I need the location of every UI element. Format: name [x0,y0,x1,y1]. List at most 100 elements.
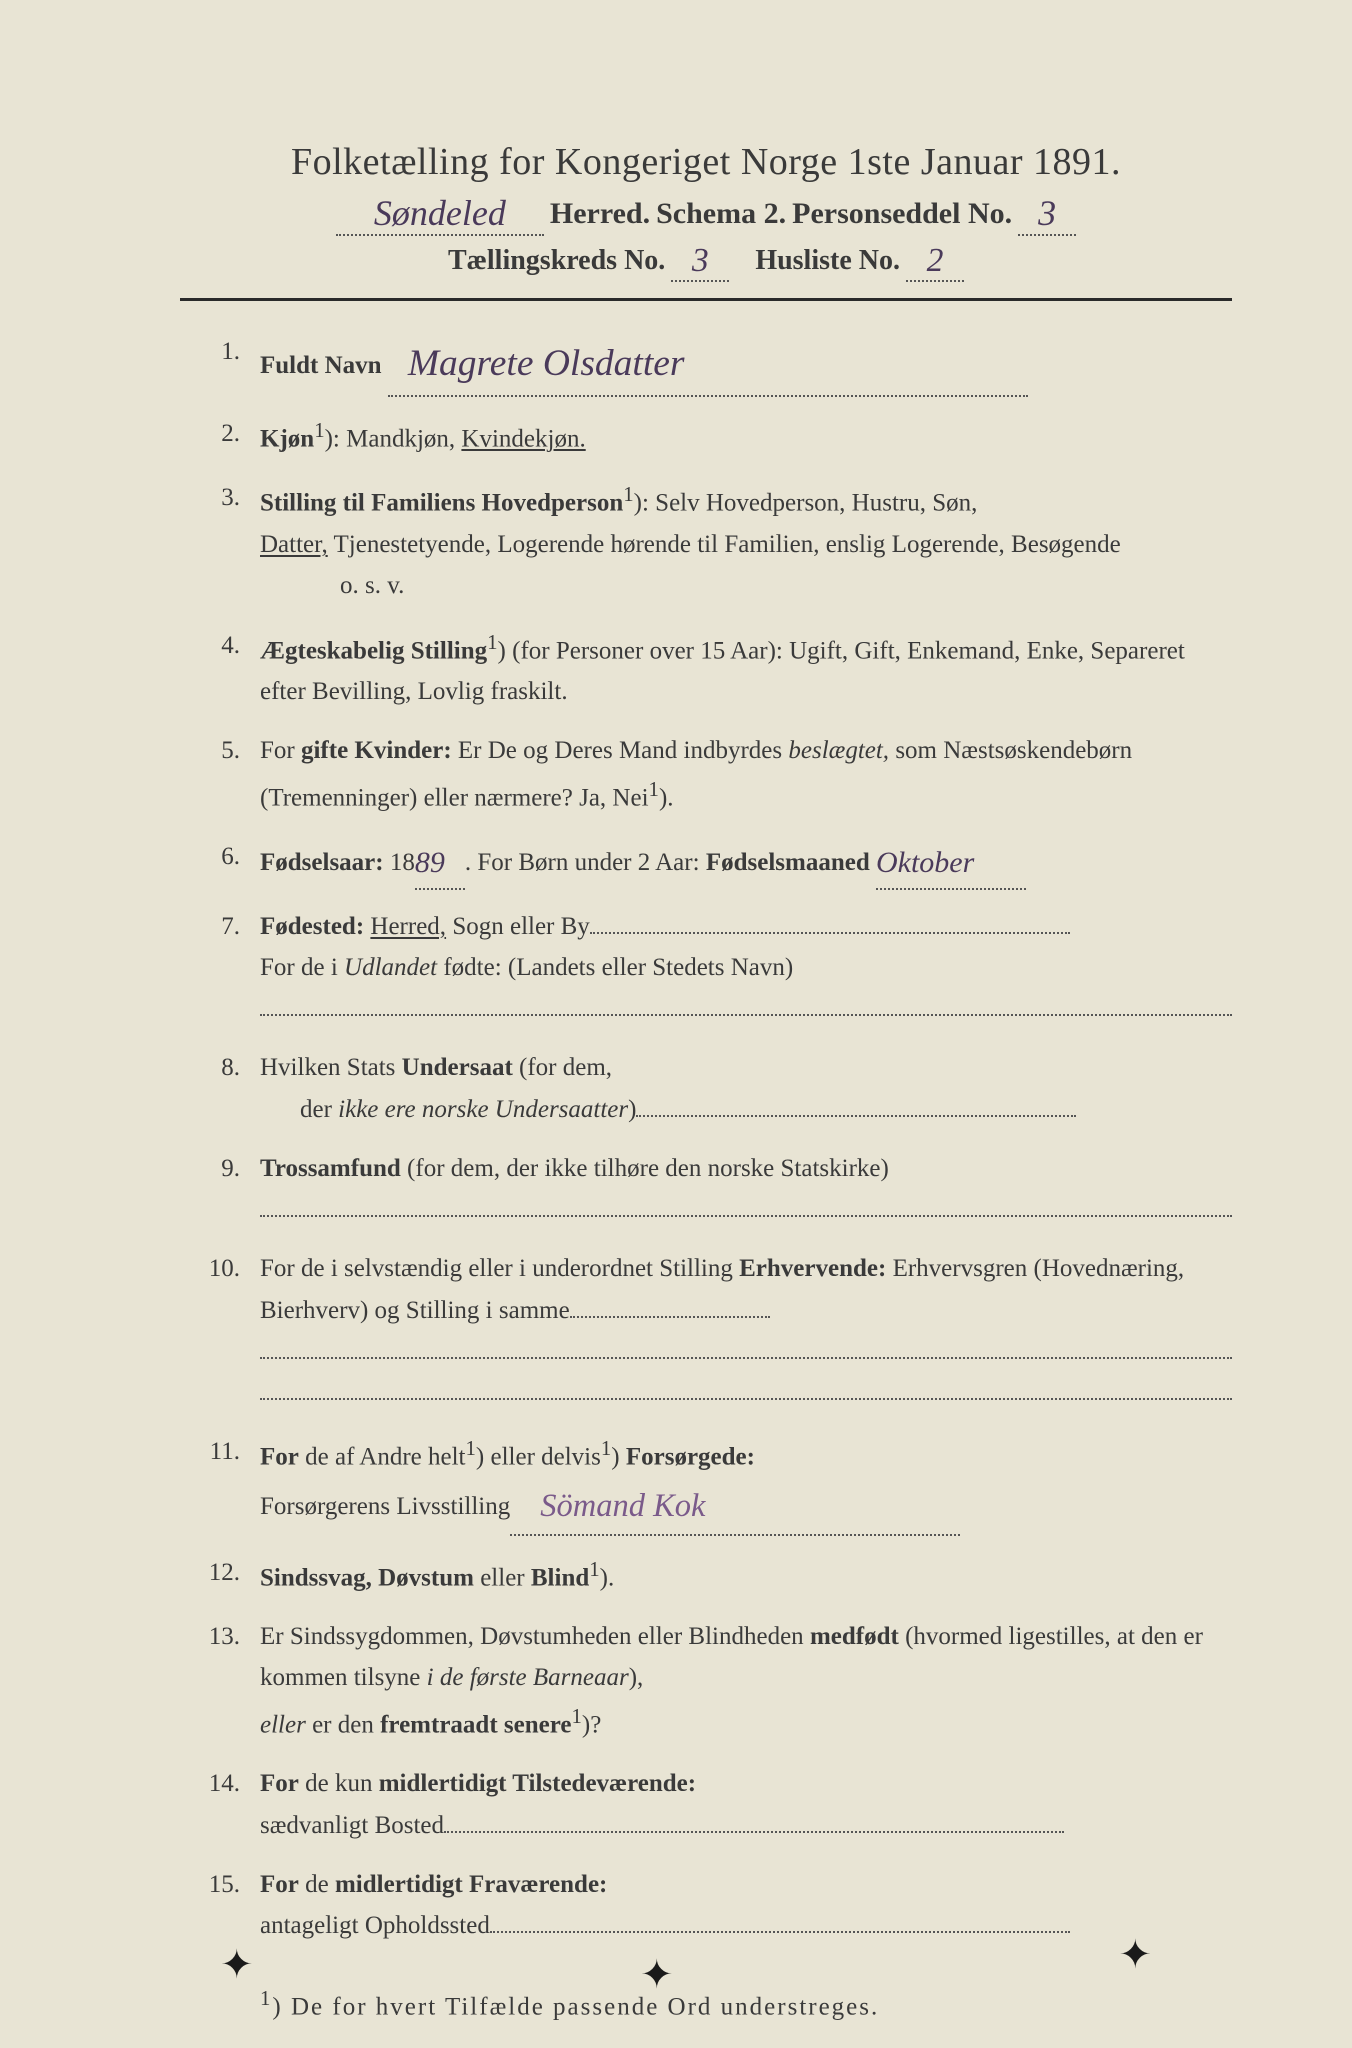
label: Fødselsaar: [260,849,384,876]
italic: Udlandet [344,954,437,981]
item-body: Hvilken Stats Undersaat (for dem, der ik… [260,1047,1232,1130]
census-form-page: Folketælling for Kongeriget Norge 1ste J… [0,0,1352,2048]
text: de kun [299,1770,379,1797]
selected: Datter, [260,531,328,558]
ink-mark-icon: ✦ [640,1951,674,1998]
blank [570,1316,770,1318]
item-4: 4. Ægteskabelig Stilling1) (for Personer… [180,625,1232,713]
blank [444,1831,1064,1833]
label: Kjøn [260,425,314,452]
blank [260,1357,1232,1359]
item-num: 12. [180,1552,260,1599]
item-body: Sindssvag, Døvstum eller Blind1). [260,1552,1232,1599]
text: sædvanligt Bosted [260,1812,444,1839]
footnote: 1) De for hvert Tilfælde passende Ord un… [180,1986,1232,2021]
text: (for dem, der ikke tilhøre den norske St… [401,1155,889,1182]
item-6: 6. Fødselsaar: 1889. For Børn under 2 Aa… [180,836,1232,888]
selected: Kvindekjøn. [461,425,585,452]
bold: fremtraadt senere [380,1711,571,1738]
text: eller [474,1564,531,1591]
sup: 1 [487,630,497,654]
item-9: 9. Trossamfund (for dem, der ikke tilhør… [180,1148,1232,1231]
text: ) [611,1444,626,1471]
label: Fuldt Navn [260,352,382,379]
kreds-label: Tællingskreds No. [448,245,665,277]
item-body: Fuldt Navn Magrete Olsdatter [260,331,1232,395]
item-num: 7. [180,906,260,1030]
item-body: For de kun midlertidigt Tilstedeværende:… [260,1763,1232,1846]
item-12: 12. Sindssvag, Døvstum eller Blind1). [180,1552,1232,1599]
item-num: 2. [180,413,260,460]
bold: Blind [531,1564,589,1591]
item-num: 1. [180,331,260,395]
item-body: Fødselsaar: 1889. For Børn under 2 Aar: … [260,836,1232,888]
italic: beslægtet, [788,737,889,764]
item-body: Stilling til Familiens Hovedperson1): Se… [260,477,1232,606]
herred-value: Søndeled [336,192,544,236]
item-body: For de midlertidigt Fraværende: antageli… [260,1864,1232,1947]
text: de af Andre helt [299,1444,466,1471]
sup: 1 [649,777,659,801]
provider-value: Sömand Kok [510,1480,960,1536]
sup: 1 [601,1436,611,1460]
text: ) [628,1096,636,1123]
item-1: 1. Fuldt Navn Magrete Olsdatter [180,331,1232,395]
text: der [260,1096,338,1123]
item-14: 14. For de kun midlertidigt Tilstedevære… [180,1763,1232,1846]
label: Trossamfund [260,1155,401,1182]
form-header: Folketælling for Kongeriget Norge 1ste J… [180,140,1232,280]
label: Ægteskabelig Stilling [260,637,487,664]
footnote-text: ) De for hvert Tilfælde passende Ord und… [272,1994,879,2021]
schema-label: Schema 2. [656,197,786,231]
divider [180,298,1232,301]
husliste-value: 2 [906,242,964,282]
form-title: Folketælling for Kongeriget Norge 1ste J… [180,140,1232,184]
blank [260,1398,1232,1400]
item-11: 11. For de af Andre helt1) eller delvis1… [180,1431,1232,1533]
selected: Herred, [370,913,446,940]
blank [260,1014,1232,1016]
month-value: Oktober [876,838,1026,890]
sup: 1 [314,418,324,442]
ink-mark-icon: ✦ [1118,1931,1152,1978]
label: gifte Kvinder: [301,737,452,764]
item-15: 15. For de midlertidigt Fraværende: anta… [180,1864,1232,1947]
form-items: 1. Fuldt Navn Magrete Olsdatter 2. Kjøn1… [180,331,1232,1946]
item-7: 7. Fødested: Herred, Sogn eller By For d… [180,906,1232,1030]
text: antageligt Opholdssted [260,1912,490,1939]
text: Er De og Deres Mand indbyrdes [452,737,789,764]
bold: Sindssvag, Døvstum [260,1564,474,1591]
item-num: 6. [180,836,260,888]
item-body: For de af Andre helt1) eller delvis1) Fo… [260,1431,1232,1533]
prefix: For [260,1871,299,1898]
text: ). [659,784,674,811]
text: )? [582,1711,601,1738]
item-body: Ægteskabelig Stilling1) (for Personer ov… [260,625,1232,713]
text: 18 [384,849,415,876]
text: (for dem, [513,1054,612,1081]
item-num: 10. [180,1248,260,1413]
kreds-value: 3 [671,242,729,282]
bold: midlertidigt Fraværende: [335,1871,607,1898]
ink-mark-icon: ✦ [220,1941,254,1988]
herred-line: Søndeled Herred. Schema 2. Personseddel … [180,190,1232,234]
husliste-label: Husliste No. [755,245,900,277]
text: For [260,737,301,764]
sup: 1 [589,1557,599,1581]
text: ), [629,1664,644,1691]
item-body: Er Sindssygdommen, Døvstumheden eller Bl… [260,1616,1232,1745]
text: Hvilken Stats [260,1054,402,1081]
year-value: 89 [415,838,465,890]
bold: medfødt [810,1623,899,1650]
prefix: For [260,1770,299,1797]
text: Forsørgerens Livsstilling [260,1493,510,1520]
sup: 1 [260,1986,272,2010]
personseddel-label: Personseddel No. [792,197,1012,231]
item-body: Trossamfund (for dem, der ikke tilhøre d… [260,1148,1232,1231]
item-13: 13. Er Sindssygdommen, Døvstumheden elle… [180,1616,1232,1745]
blank [490,1931,1070,1933]
kreds-line: Tællingskreds No. 3 Husliste No. 2 [180,240,1232,280]
item-num: 14. [180,1763,260,1846]
item-body: For gifte Kvinder: Er De og Deres Mand i… [260,730,1232,818]
prefix: For [260,1444,299,1471]
